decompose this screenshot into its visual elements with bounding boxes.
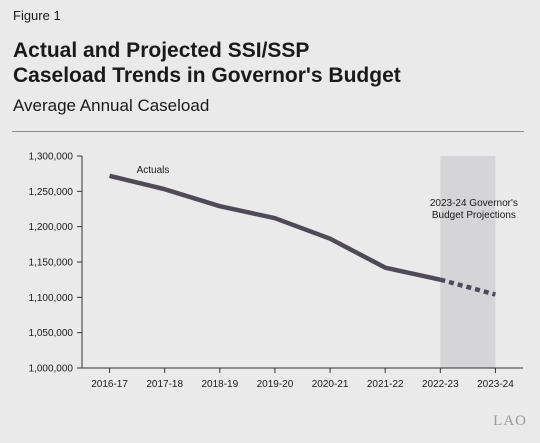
- series-group: [109, 173, 497, 297]
- title-divider: [12, 131, 524, 132]
- figure-label: Figure 1: [13, 8, 61, 23]
- x-tick-label: 2017-18: [146, 379, 183, 390]
- x-tick-label: 2022-23: [422, 379, 459, 390]
- y-axis: 1,000,000 1,050,000 1,100,000 1,150,000 1,20…: [29, 152, 83, 375]
- x-tick-label: 2021-22: [367, 379, 404, 390]
- x-axis: 2016-17 2017-18 2018-19 2019-20 2020-21 2021-…: [82, 367, 523, 390]
- y-tick-label: 1,100,000: [29, 293, 74, 304]
- chart-title-line2: Caseload Trends in Governor's Budget: [13, 64, 401, 87]
- y-tick-label: 1,150,000: [29, 258, 74, 269]
- y-tick-label: 1,000,000: [29, 364, 74, 375]
- series-line-actual: [109, 173, 441, 282]
- y-tick-label: 1,200,000: [29, 222, 74, 233]
- x-tick-label: 2016-17: [91, 379, 128, 390]
- y-tick-label: 1,050,000: [29, 328, 74, 339]
- chart-subtitle: Average Annual Caseload: [13, 96, 210, 115]
- annotation-actuals: Actuals: [137, 165, 170, 176]
- chart-title: Actual and Projected SSI/SSP Caseload Tr…: [13, 38, 533, 88]
- lao-logo: LAO: [493, 413, 527, 429]
- projection-shade: [440, 156, 496, 368]
- y-tick-label: 1,300,000: [29, 152, 74, 163]
- x-tick-label: 2020-21: [312, 379, 349, 390]
- x-tick-label: 2018-19: [201, 379, 238, 390]
- x-tick-label: 2019-20: [257, 379, 294, 390]
- annotation-projection-line2: Budget Projections: [432, 210, 516, 221]
- x-tick-label: 2023-24: [477, 379, 514, 390]
- chart-title-line1: Actual and Projected SSI/SSP: [13, 39, 310, 62]
- annotation-projection-line1: 2023-24 Governor's: [430, 198, 518, 209]
- y-tick-label: 1,250,000: [29, 187, 74, 198]
- series-line-projected: [439, 277, 497, 297]
